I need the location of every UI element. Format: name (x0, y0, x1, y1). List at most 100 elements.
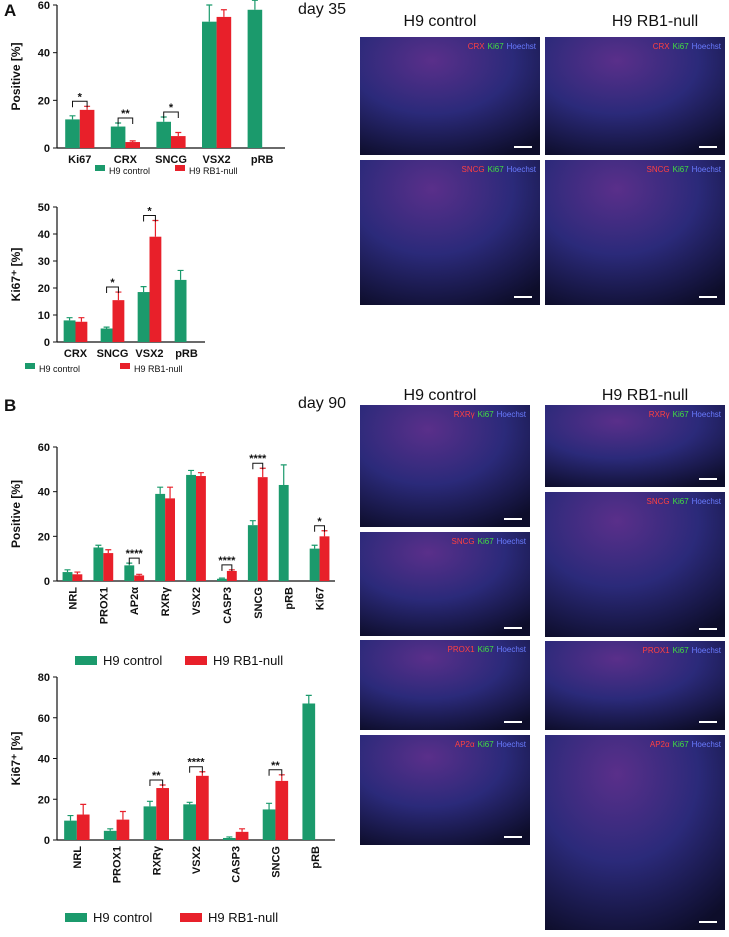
error-bar (206, 4, 213, 22)
x-tick-label: CRX (114, 154, 138, 166)
legend-swatch (65, 913, 87, 922)
error-bar (78, 317, 85, 322)
stain-name: Hoechst (692, 410, 722, 419)
bar (62, 572, 73, 581)
legend-swatch (180, 913, 202, 922)
stain-label: CRX Ki67 Hoechst (468, 42, 537, 51)
bar (202, 21, 217, 148)
error-bar (177, 269, 184, 280)
legend-swatch (25, 363, 35, 369)
bar (137, 292, 150, 342)
micrograph (360, 640, 530, 730)
significance-bracket (117, 117, 134, 124)
legend-label: H9 control (103, 653, 162, 668)
stain-name: Hoechst (692, 497, 722, 506)
bar (275, 780, 289, 840)
bar (149, 236, 162, 342)
legend-label: H9 control (109, 166, 150, 176)
significance-bracket (106, 286, 119, 294)
panel-label: A (4, 1, 16, 20)
bar (217, 578, 227, 581)
error-bar (220, 9, 227, 17)
stain-name: Ki67 (488, 165, 505, 174)
stain-name: Hoechst (497, 537, 527, 546)
bar (235, 831, 249, 840)
bar (125, 142, 140, 148)
error-bar (80, 803, 87, 815)
x-tick-label: pRB (251, 154, 274, 166)
significance-label: * (169, 102, 174, 114)
column-title: H9 control (404, 13, 477, 30)
bar (196, 775, 209, 840)
bar (64, 820, 77, 840)
error-bar (188, 469, 195, 475)
significance-label: ** (271, 760, 280, 772)
stain-label: RXRγ Ki67 Hoechst (454, 410, 527, 419)
stain-name: Hoechst (497, 645, 527, 654)
x-tick-label: SNCG (155, 154, 187, 166)
micrograph (545, 405, 725, 487)
y-tick-label: 60 (38, 0, 50, 12)
stain-name: Hoechst (507, 165, 537, 174)
stain-label: SNCG Ki67 Hoechst (462, 165, 537, 174)
y-axis-label: Positive [%] (9, 480, 23, 548)
stain-name: PROX1 (448, 645, 476, 654)
error-bar (74, 571, 81, 575)
stain-label: SNCG Ki67 Hoechst (647, 497, 722, 506)
bar (93, 547, 104, 581)
error-bar (259, 467, 266, 478)
bar (110, 126, 126, 148)
stain-name: Ki67 (478, 645, 495, 654)
micrograph (360, 532, 530, 636)
x-tick-label: RXRγ (160, 586, 172, 616)
x-tick-label: VSX2 (135, 348, 163, 360)
legend-swatch (95, 165, 105, 171)
stain-name: Ki67 (478, 410, 495, 419)
bar (156, 788, 169, 840)
significance-label: **** (187, 757, 205, 769)
bar (112, 300, 125, 342)
x-tick-label: SNCG (253, 587, 265, 619)
x-tick-label: AP2α (129, 587, 141, 615)
x-tick-label: Ki67 (315, 587, 327, 610)
legend-label: H9 control (39, 364, 80, 374)
legend-swatch (175, 165, 185, 171)
y-tick-label: 40 (38, 754, 50, 766)
stain-label: SNCG Ki67 Hoechst (647, 165, 722, 174)
stain-name: SNCG (647, 497, 670, 506)
error-bar (152, 219, 159, 237)
stain-name: Ki67 (478, 537, 495, 546)
micrograph (545, 160, 725, 305)
error-bar (311, 544, 318, 549)
y-tick-label: 0 (44, 143, 50, 155)
bar (103, 553, 114, 581)
x-tick-label: CRX (64, 348, 88, 360)
y-tick-label: 40 (38, 48, 50, 60)
bar (65, 119, 80, 148)
error-bar (197, 472, 204, 477)
stain-name: AP2α (455, 740, 475, 749)
x-tick-label: SNCG (270, 846, 282, 878)
stain-name: Hoechst (507, 42, 537, 51)
stain-name: Ki67 (673, 165, 690, 174)
significance-bracket (189, 766, 203, 773)
legend-swatch (185, 656, 207, 665)
significance-label: * (147, 206, 152, 218)
y-tick-label: 30 (38, 256, 50, 268)
stain-name: Ki67 (673, 646, 690, 655)
micrograph (360, 37, 540, 155)
y-tick-label: 0 (44, 835, 50, 847)
legend-label: H9 RB1-null (134, 364, 183, 374)
x-tick-label: NRL (72, 846, 84, 869)
stain-name: PROX1 (643, 646, 671, 655)
bar (63, 320, 76, 342)
stain-name: RXRγ (649, 410, 670, 419)
error-bar (129, 140, 136, 143)
error-bar (157, 486, 164, 494)
bar (174, 279, 187, 342)
error-bar (266, 802, 273, 810)
significance-bracket (268, 769, 283, 776)
error-bar (64, 569, 71, 573)
bar (247, 9, 263, 149)
